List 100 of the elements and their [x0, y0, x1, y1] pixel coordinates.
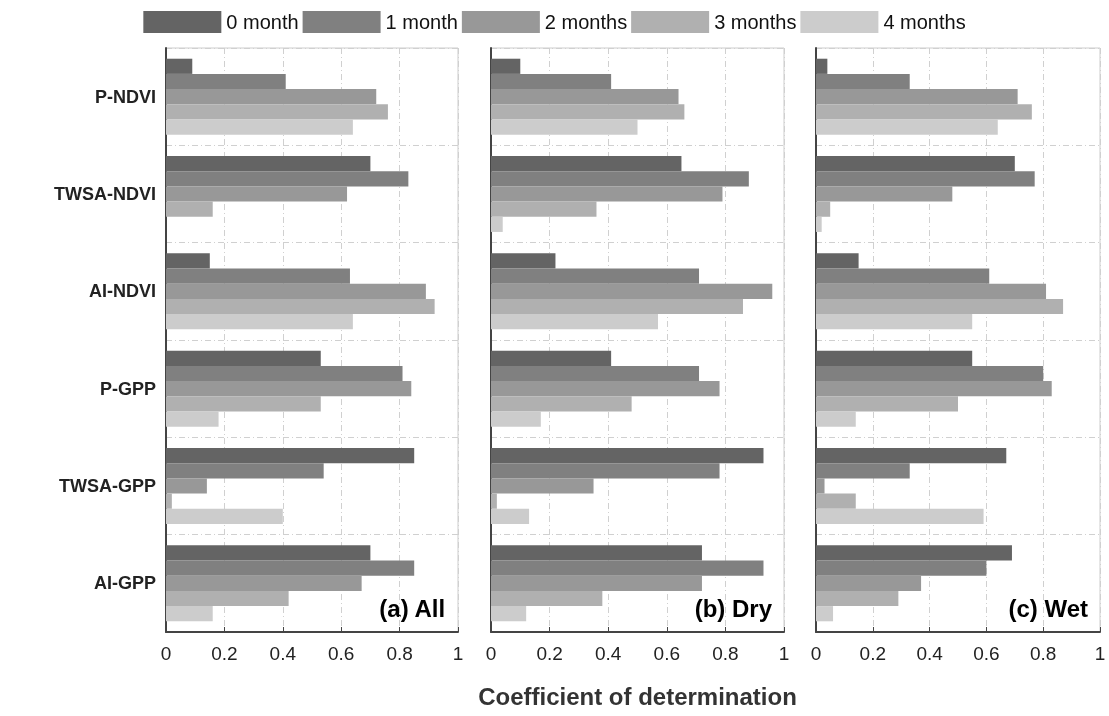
- legend-label: 1 month: [385, 11, 458, 33]
- bar: [166, 350, 321, 366]
- legend-label: 2 months: [544, 11, 628, 33]
- bar: [491, 448, 764, 464]
- bar: [816, 590, 899, 607]
- bar: [816, 201, 831, 217]
- bar: [816, 463, 910, 479]
- bar: [166, 590, 289, 607]
- bar: [491, 58, 521, 74]
- x-tick-label: 0.4: [916, 643, 944, 664]
- x-tick-label: 0.2: [859, 643, 887, 664]
- bar: [166, 186, 348, 202]
- bar: [491, 201, 597, 217]
- bar: [491, 216, 503, 232]
- bar: [816, 365, 1044, 382]
- annotation: (c) Wet: [1008, 594, 1089, 622]
- bar: [816, 411, 856, 427]
- y-tick-label: TWSA-NDVI: [54, 184, 156, 204]
- bar: [816, 396, 958, 412]
- bar: [491, 411, 541, 427]
- bar: [816, 448, 1007, 464]
- bar: [491, 575, 702, 591]
- bar: [491, 253, 556, 269]
- bar: [816, 493, 856, 509]
- bar: [166, 575, 362, 591]
- x-tick-label: 0.6: [327, 643, 355, 664]
- bar: [166, 560, 415, 576]
- annotation: (b) Dry: [694, 594, 773, 622]
- bar: [166, 478, 207, 494]
- bar: [816, 350, 973, 366]
- bar: [166, 104, 388, 120]
- bar: [816, 186, 953, 202]
- x-axis-title: Coefficient of determination: [478, 682, 797, 710]
- bar: [491, 463, 720, 479]
- bar: [491, 283, 773, 299]
- bar: [166, 156, 371, 172]
- bar: [491, 268, 700, 284]
- bar: [166, 381, 412, 397]
- bar: [816, 73, 910, 90]
- bar: [816, 253, 859, 269]
- x-tick-label: 0.4: [269, 643, 297, 664]
- x-tick-label: 1: [778, 643, 790, 664]
- x-tick-label: 0.8: [712, 643, 739, 664]
- bar: [491, 156, 682, 172]
- bar: [166, 253, 210, 269]
- legend-label: 0 month: [226, 11, 299, 33]
- bar: [491, 508, 530, 524]
- bar: [816, 156, 1015, 172]
- bar: [491, 298, 743, 315]
- bar: [491, 171, 749, 187]
- bar: [491, 350, 612, 366]
- x-tick-label: 0.2: [211, 643, 238, 664]
- x-tick-label: 0: [160, 643, 172, 664]
- bar: [491, 89, 679, 105]
- bar: [816, 478, 825, 494]
- x-tick-label: 1: [452, 643, 464, 664]
- y-tick-label: AI-NDVI: [89, 281, 156, 302]
- x-tick-label: 0.8: [1029, 643, 1057, 664]
- y-tick-label: P-GPP: [99, 378, 156, 399]
- bar: [166, 411, 219, 427]
- bar: [166, 545, 371, 561]
- bar: [816, 58, 828, 74]
- bar: [491, 560, 764, 576]
- bar: [816, 545, 1012, 561]
- x-tick-label: 0.4: [594, 643, 622, 664]
- y-tick-label: TWSA-GPP: [59, 476, 156, 496]
- bar: [166, 73, 286, 90]
- bar: [491, 381, 720, 397]
- bar: [166, 58, 193, 74]
- bar: [166, 606, 213, 622]
- x-tick-label: 1: [1094, 643, 1106, 664]
- bar: [166, 463, 324, 479]
- bar: [816, 104, 1032, 120]
- y-tick-label: P-NDVI: [94, 86, 156, 107]
- annotation: (a) All: [379, 594, 446, 622]
- bar: [491, 493, 497, 509]
- bar: [816, 606, 834, 622]
- x-tick-label: 0.6: [973, 643, 1000, 664]
- legend-label: 4 months: [883, 11, 966, 33]
- bar: [491, 365, 700, 382]
- bar: [166, 171, 409, 187]
- bar: [166, 396, 321, 412]
- bar: [491, 396, 632, 412]
- bar: [166, 493, 172, 509]
- bar: [816, 575, 922, 591]
- bar: [166, 448, 415, 464]
- bar: [166, 89, 377, 105]
- y-tick-label: AI-GPP: [93, 573, 156, 594]
- bar: [491, 104, 685, 120]
- bar: [166, 283, 426, 299]
- bar: [491, 606, 527, 622]
- bar: [816, 268, 990, 284]
- bar: [816, 89, 1018, 105]
- x-tick-label: 0.2: [536, 643, 563, 664]
- bar: [166, 365, 403, 382]
- bar: [816, 171, 1035, 187]
- x-tick-label: 0: [810, 643, 822, 664]
- bar: [166, 201, 213, 217]
- bar: [166, 268, 350, 284]
- bar: [491, 186, 723, 202]
